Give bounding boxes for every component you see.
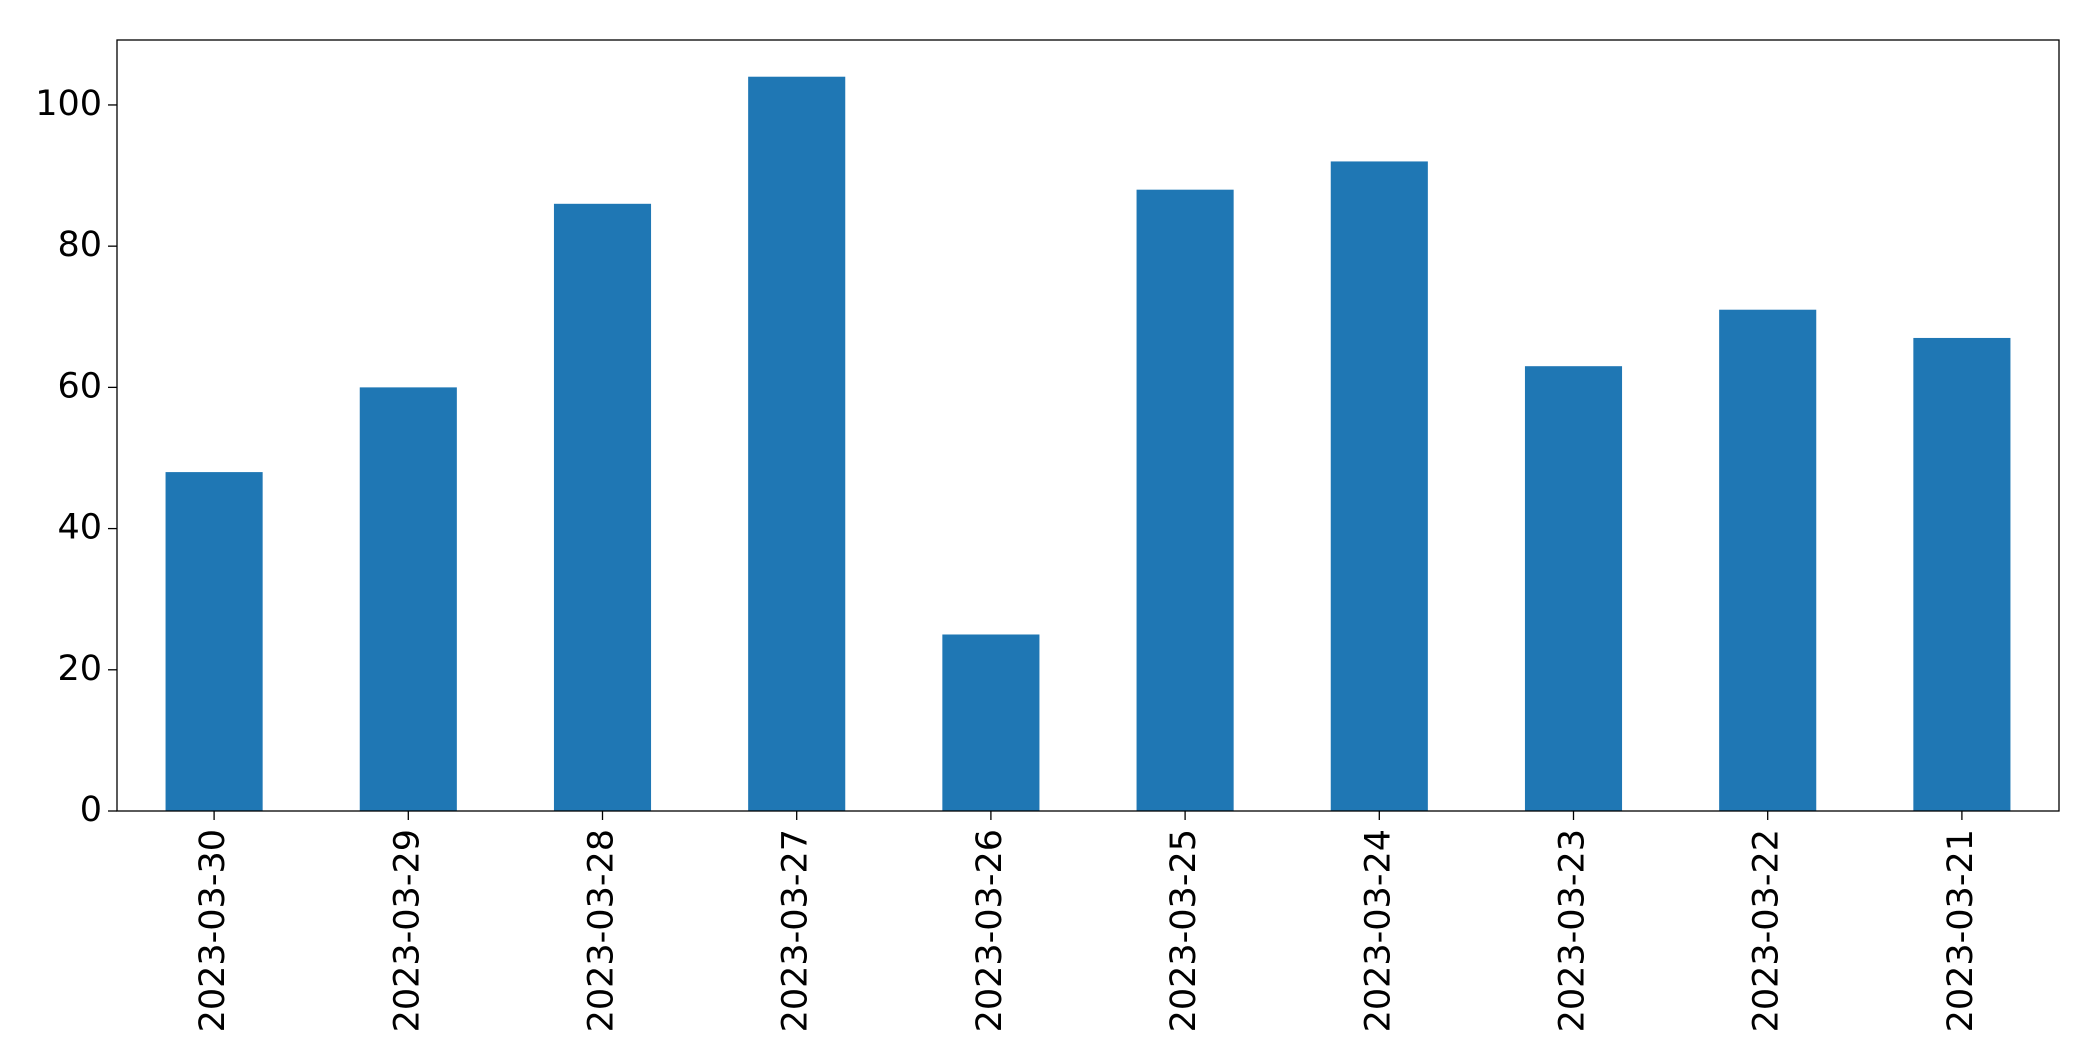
bar [1524, 366, 1623, 811]
bar [165, 472, 263, 811]
x-tick-label: 2023-03-23 [1553, 829, 1593, 1032]
bar [1913, 337, 2011, 811]
bar [1330, 161, 1428, 811]
x-tick-label: 2023-03-28 [582, 829, 622, 1032]
y-tick-label: 40 [57, 508, 102, 548]
x-tick-label: 2023-03-27 [776, 829, 816, 1032]
y-tick-label: 0 [80, 790, 102, 830]
x-tick-label: 2023-03-29 [387, 829, 427, 1032]
y-tick-label: 100 [35, 84, 102, 124]
plot-frame [116, 39, 2060, 812]
bar [359, 387, 457, 811]
x-tick-label: 2023-03-25 [1164, 829, 1204, 1032]
x-tick-label: 2023-03-30 [193, 829, 233, 1032]
x-tick-label: 2023-03-21 [1941, 829, 1981, 1032]
bar [1719, 309, 1817, 811]
y-tick-label: 60 [57, 366, 102, 406]
bar [1136, 189, 1234, 811]
x-tick-label: 2023-03-24 [1358, 829, 1398, 1032]
y-tick-label: 80 [57, 225, 102, 265]
bar [553, 203, 652, 812]
y-tick-label: 20 [57, 649, 102, 689]
bar [748, 76, 846, 811]
x-tick-label: 2023-03-26 [970, 829, 1010, 1032]
x-tick-label: 2023-03-22 [1747, 829, 1787, 1032]
bar [942, 634, 1040, 811]
